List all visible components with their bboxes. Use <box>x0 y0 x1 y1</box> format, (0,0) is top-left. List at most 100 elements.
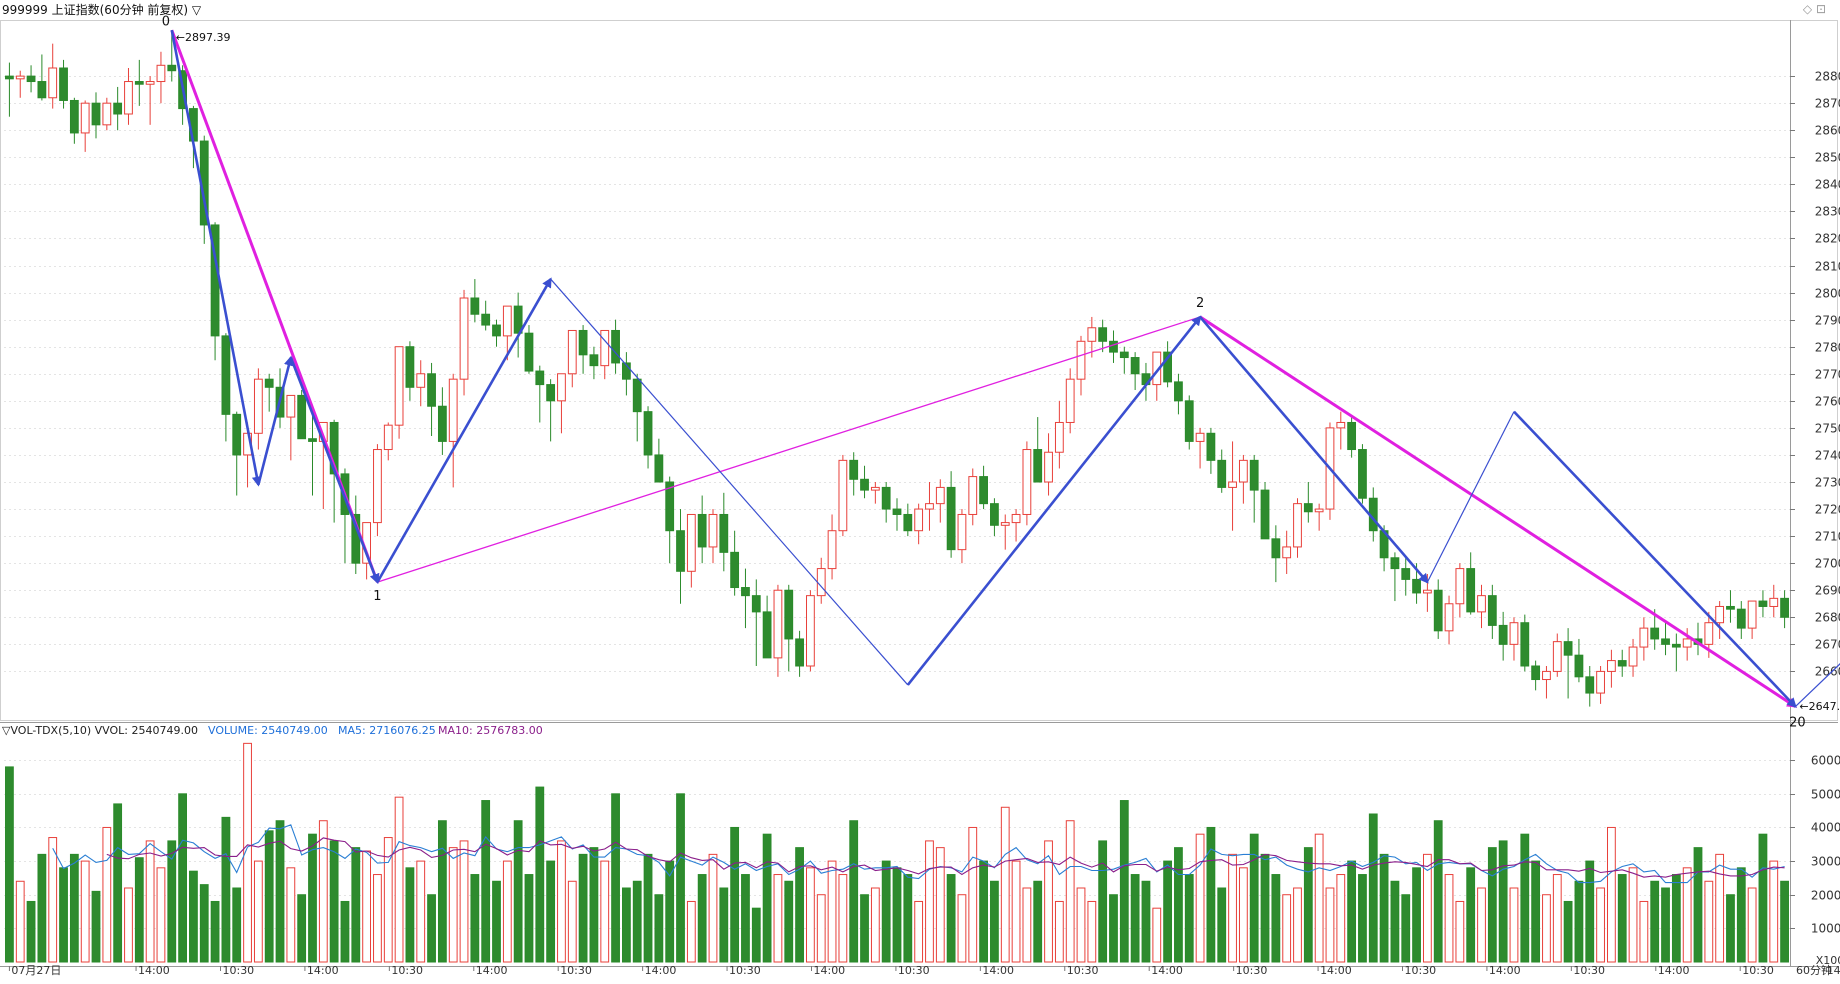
volume-bar-up <box>1769 860 1779 963</box>
price-tick-label: 2740 <box>1815 449 1840 463</box>
candle-down <box>1563 641 1573 656</box>
volume-bar-up <box>870 887 880 963</box>
price-tick-label: 2700 <box>1815 557 1840 571</box>
diamond-icon[interactable]: ◇ <box>1802 2 1813 16</box>
candle-up <box>686 513 696 572</box>
volume-bar-up <box>567 880 577 963</box>
volume-bar-up <box>1293 887 1302 963</box>
candle-up <box>1607 660 1616 672</box>
candle-up <box>600 329 610 367</box>
volume-bar-down <box>1693 847 1703 963</box>
bi-segment <box>289 357 380 584</box>
volume-bar-up <box>102 826 112 963</box>
candle-down <box>1650 627 1660 640</box>
candle-up <box>957 513 967 551</box>
candle-down <box>405 346 415 388</box>
x-tick-label: 10:30 <box>391 964 423 977</box>
candle-up <box>1552 641 1562 672</box>
candle-down <box>697 513 707 548</box>
timeframe-label: 60分钟 <box>1796 963 1832 977</box>
point-label-1: 1 <box>373 589 381 604</box>
candle-down <box>134 81 144 85</box>
volume-bar-down <box>1379 853 1389 963</box>
window-icons[interactable]: ◇ ⊡ <box>1803 2 1826 16</box>
candle-down <box>1109 340 1118 353</box>
volume-bar-up <box>1044 840 1053 963</box>
candle-down <box>1401 568 1411 580</box>
volume-bar-down <box>113 803 123 963</box>
vol-tick-label: 60000 <box>1811 754 1840 768</box>
ma5-line <box>52 824 1785 884</box>
volume-bar-up <box>15 880 25 963</box>
bi-segment <box>1513 410 1797 709</box>
candle-down <box>492 324 501 337</box>
volume-bar-down <box>849 820 859 963</box>
volume-bar-up <box>416 860 426 963</box>
volume-bar-up <box>156 867 166 963</box>
candle-up <box>1011 513 1021 524</box>
volume-bar-down <box>535 786 545 963</box>
candle-down <box>1585 676 1595 694</box>
candle-up <box>1314 508 1324 513</box>
candle-up <box>502 305 512 337</box>
candle-down <box>297 394 307 440</box>
volume-bar-up <box>816 894 826 963</box>
candle-down <box>26 75 36 83</box>
volume-bar-up <box>935 847 945 963</box>
volume-bar-down <box>1130 874 1140 963</box>
x-tick-label: 14:00 <box>1658 964 1690 977</box>
candle-down <box>1358 449 1367 499</box>
price-tick-label: 2860 <box>1815 124 1840 138</box>
volume-bar-up <box>1444 874 1454 963</box>
volume-bar-down <box>1217 887 1227 963</box>
candle-up <box>557 373 566 402</box>
x-tick-label: 10:30 <box>560 964 592 977</box>
volume-bar-down <box>91 890 101 963</box>
x-tick-label: 10:30 <box>1236 964 1268 977</box>
volume-bar-down <box>69 853 79 963</box>
volume-bar-down <box>1033 880 1043 963</box>
volume-bar-down <box>1109 894 1118 963</box>
volume-bar-up <box>914 900 924 963</box>
candle-down <box>113 102 123 115</box>
volume-bar-down <box>546 860 556 963</box>
volume-bar-down <box>1574 880 1584 963</box>
x-tick-label: 14:00 <box>1151 964 1183 977</box>
candle-down <box>1498 624 1508 645</box>
candle-up <box>1596 670 1605 694</box>
candle-down <box>1217 459 1227 488</box>
volume-bar-up <box>1022 887 1032 963</box>
candle-down <box>1184 400 1194 442</box>
candle-down <box>1390 557 1400 570</box>
volume-bar-up <box>48 837 58 963</box>
candle-down <box>741 587 750 597</box>
candle-down <box>1736 608 1746 629</box>
volume-bar-down <box>134 857 144 963</box>
volume-bar-up <box>773 874 783 963</box>
duan-segment <box>1199 315 1798 708</box>
candle-down <box>946 486 956 551</box>
candle-down <box>481 313 491 326</box>
price-tick-label: 2880 <box>1815 70 1840 84</box>
volume-bar-up <box>1596 887 1605 963</box>
volume-bar-down <box>1249 833 1259 963</box>
candle-down <box>470 297 480 315</box>
price-tick-label: 2760 <box>1815 395 1840 409</box>
candle-down <box>1671 643 1681 648</box>
volume-bar-down <box>178 793 187 963</box>
volume-bar-down <box>1650 880 1660 963</box>
vol-tick-label: 30000 <box>1811 855 1840 869</box>
candle-down <box>427 373 436 407</box>
candle-up <box>1542 670 1551 681</box>
volume-bar-down <box>892 867 902 963</box>
x-tick-label: 07月27日 <box>11 964 61 977</box>
volume-bar-down <box>719 887 729 963</box>
candle-down <box>1271 538 1281 559</box>
candle-down <box>1574 654 1584 678</box>
volume-bar-down <box>1671 874 1681 963</box>
vol-tick-label: 20000 <box>1811 889 1840 903</box>
candle-up <box>15 75 25 80</box>
bi-segment <box>550 278 909 686</box>
volume-bar-up <box>1325 887 1335 963</box>
restore-icon[interactable]: ⊡ <box>1815 2 1826 16</box>
